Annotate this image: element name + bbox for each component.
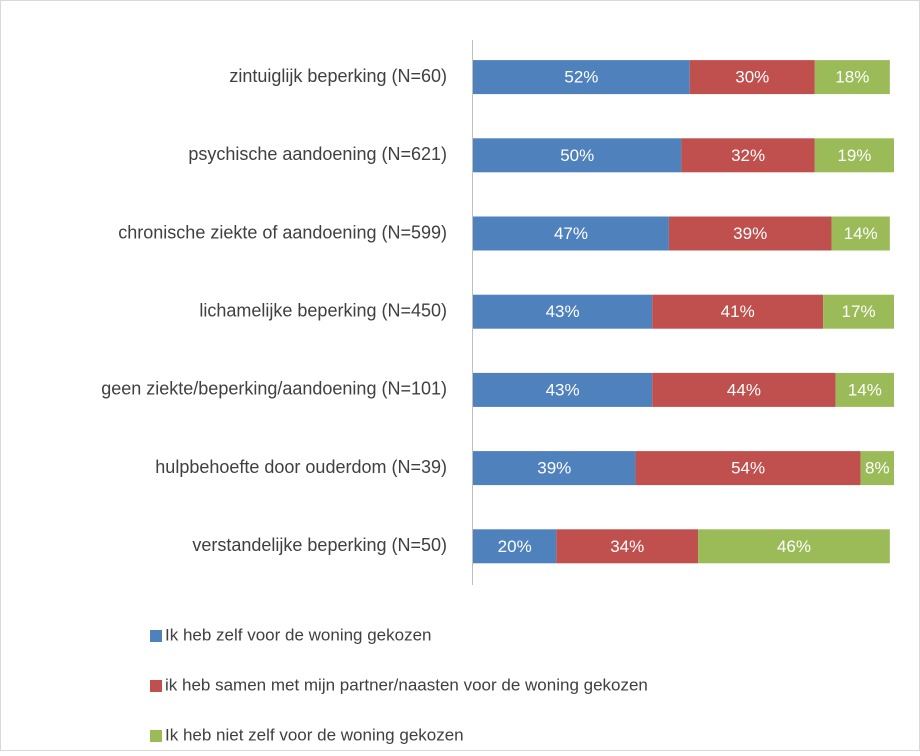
value-label: 46%	[777, 537, 811, 556]
value-label: 44%	[727, 380, 761, 399]
bar-segment	[473, 294, 653, 329]
category-label: psychische aandoening (N=621)	[188, 144, 447, 164]
legend-swatch	[150, 680, 162, 692]
bar-segment	[835, 372, 894, 407]
category-label: hulpbehoefte door ouderdom (N=39)	[155, 457, 447, 477]
value-label: 34%	[610, 537, 644, 556]
value-label: 47%	[554, 224, 588, 243]
value-label: 14%	[844, 224, 878, 243]
value-label: 32%	[731, 146, 765, 165]
value-label: 39%	[733, 224, 767, 243]
bar-segment	[556, 529, 699, 564]
bar-segment	[473, 529, 557, 564]
category-label: chronische ziekte of aandoening (N=599)	[118, 222, 447, 242]
bar-segment	[473, 138, 682, 173]
legend-swatch	[150, 730, 162, 742]
value-label: 39%	[537, 459, 571, 478]
value-label: 43%	[546, 302, 580, 321]
value-label: 19%	[837, 146, 871, 165]
category-label: verstandelijke beperking (N=50)	[192, 535, 447, 555]
value-label: 18%	[835, 68, 869, 87]
bar-segment	[823, 294, 894, 329]
bar-segment	[681, 138, 815, 173]
bar-segment	[473, 451, 636, 486]
bar-segment	[668, 216, 832, 251]
bar-segment	[652, 372, 836, 407]
value-label: 17%	[842, 302, 876, 321]
value-label: 8%	[865, 459, 890, 478]
category-label: geen ziekte/beperking/aandoening (N=101)	[101, 379, 447, 399]
bar-segment	[473, 372, 653, 407]
bar-segment	[831, 216, 890, 251]
value-label: 30%	[735, 68, 769, 87]
category-label: lichamelijke beperking (N=450)	[199, 300, 447, 320]
category-label: zintuiglijk beperking (N=60)	[229, 66, 447, 86]
value-label: 50%	[560, 146, 594, 165]
bar-segment	[860, 451, 894, 486]
value-label: 52%	[564, 68, 598, 87]
bar-segment	[698, 529, 890, 564]
value-label: 43%	[546, 380, 580, 399]
legend-label: Ik heb zelf voor de woning gekozen	[165, 625, 432, 644]
bar-segment	[689, 60, 815, 95]
legend-label: ik heb samen met mijn partner/naasten vo…	[165, 675, 648, 694]
legend-swatch	[150, 630, 162, 642]
bar-segment	[473, 216, 669, 251]
value-label: 41%	[721, 302, 755, 321]
legend-label: Ik heb niet zelf voor de woning gekozen	[165, 725, 464, 744]
bar-segment	[652, 294, 824, 329]
value-label: 14%	[848, 380, 882, 399]
bar-segment	[814, 60, 890, 95]
bar-segment	[814, 138, 894, 173]
value-label: 20%	[498, 537, 532, 556]
bar-segment	[473, 60, 690, 95]
value-label: 54%	[731, 459, 765, 478]
bar-segment	[635, 451, 861, 486]
